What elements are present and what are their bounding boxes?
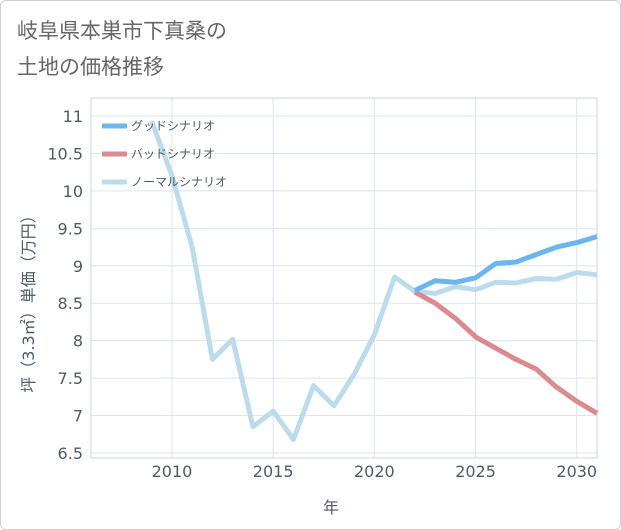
x-tick-label: 2010: [152, 462, 193, 481]
y-tick-label: 11: [63, 107, 83, 126]
plot-area: [90, 97, 598, 459]
x-tick-label: 2025: [455, 462, 496, 481]
series-layer: [149, 120, 599, 442]
y-axis-label: 坪（3.3㎡）単価（万円）: [19, 207, 38, 392]
legend-label-bad: バッドシナリオ: [131, 147, 215, 161]
y-tick-label: 9: [73, 257, 83, 276]
chart-title: 岐阜県本巣市下真桑の 土地の価格推移: [17, 13, 227, 85]
y-tick-label: 9.5: [58, 219, 83, 238]
chart-title-line-2: 土地の価格推移: [17, 55, 164, 79]
y-tick-label: 8.5: [58, 294, 83, 313]
x-tick-label: 2030: [556, 462, 597, 481]
y-tick-label: 10: [63, 182, 83, 201]
series-line-good: [413, 234, 598, 293]
x-axis-ticks: 2010 2015 2020 2025 2030: [152, 462, 598, 481]
chart-title-line-1: 岐阜県本巣市下真桑の: [17, 19, 227, 43]
y-tick-label: 8: [73, 332, 83, 351]
y-tick-label: 7: [73, 407, 83, 426]
y-axis-ticks: 6.5 7 7.5 8 8.5 9 9.5 10 10.5 11: [47, 107, 83, 463]
legend-label-normal: ノーマルシナリオ: [131, 175, 227, 189]
series-line-normal: [149, 120, 598, 442]
legend-label-good: グッドシナリオ: [131, 119, 215, 133]
series-line-bad: [413, 289, 599, 416]
x-tick-label: 2020: [354, 462, 395, 481]
x-axis-label: 年: [323, 498, 339, 517]
y-tick-label: 7.5: [58, 369, 83, 388]
x-tick-label: 2015: [253, 462, 294, 481]
y-tick-label: 10.5: [47, 144, 83, 163]
y-tick-label: 6.5: [58, 444, 83, 463]
